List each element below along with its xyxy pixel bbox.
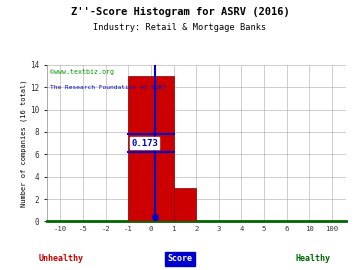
Text: Industry: Retail & Mortgage Banks: Industry: Retail & Mortgage Banks xyxy=(93,23,267,32)
Text: Z''-Score Histogram for ASRV (2016): Z''-Score Histogram for ASRV (2016) xyxy=(71,7,289,17)
Text: ©www.textbiz.org: ©www.textbiz.org xyxy=(50,69,114,76)
Text: Healthy: Healthy xyxy=(296,254,331,263)
Bar xyxy=(128,76,174,221)
Y-axis label: Number of companies (16 total): Number of companies (16 total) xyxy=(21,79,27,207)
Text: 0.173: 0.173 xyxy=(131,139,158,148)
Text: Unhealthy: Unhealthy xyxy=(39,254,84,263)
Text: The Research Foundation of SUNY: The Research Foundation of SUNY xyxy=(50,85,166,90)
Bar xyxy=(174,188,196,221)
Text: Score: Score xyxy=(167,254,193,263)
